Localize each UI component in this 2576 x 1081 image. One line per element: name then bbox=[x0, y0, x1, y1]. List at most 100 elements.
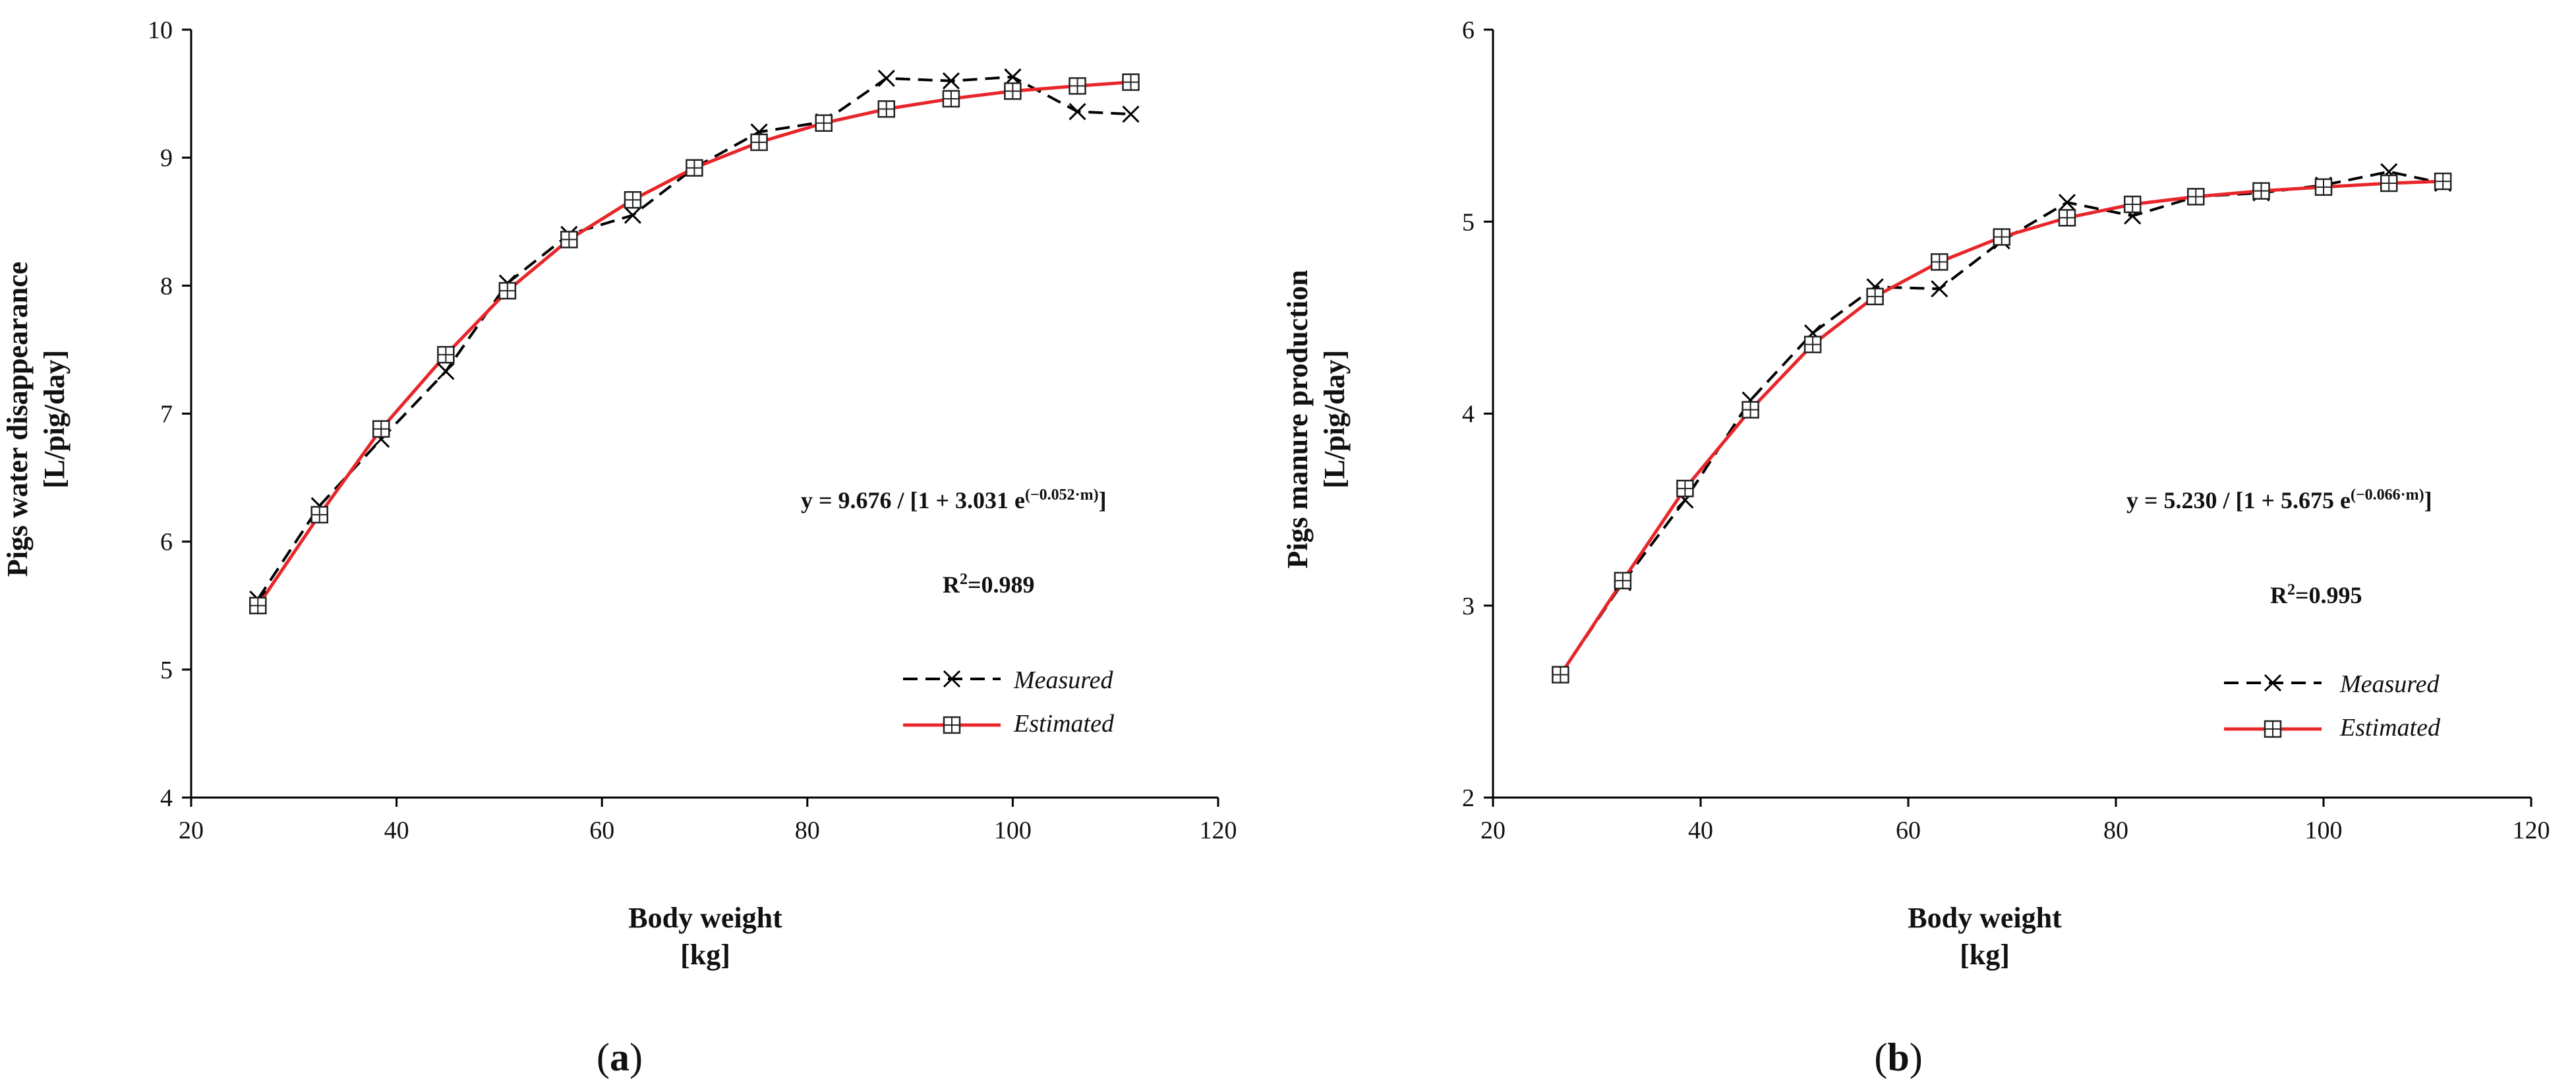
estimated-point bbox=[942, 90, 960, 108]
measured-point bbox=[437, 363, 455, 380]
r-squared-symbol: R bbox=[2270, 582, 2287, 608]
estimated-point bbox=[310, 506, 328, 524]
x-axis-title: Body weight [kg] bbox=[508, 900, 903, 974]
x-tick-label: 120 bbox=[2513, 817, 2550, 844]
estimated-point bbox=[249, 597, 267, 614]
y-tick-label: 6 bbox=[1462, 16, 1475, 44]
estimated-point bbox=[1004, 82, 1022, 100]
measured-series-line bbox=[256, 75, 1131, 600]
x-tick-label: 60 bbox=[589, 817, 614, 844]
x-tick-label: 20 bbox=[1480, 817, 1506, 844]
estimated-point bbox=[2252, 182, 2270, 200]
y-tick-label: 6 bbox=[160, 529, 173, 556]
estimated-point bbox=[2187, 188, 2205, 206]
estimated-point bbox=[1614, 571, 1632, 590]
measured-series-line bbox=[1559, 170, 2444, 676]
measured-point bbox=[1931, 280, 1948, 298]
y-tick-label: 3 bbox=[1462, 593, 1475, 620]
y-axis-title-line2: [L/pig/day] bbox=[1318, 349, 1351, 489]
x-tick-label: 40 bbox=[384, 817, 409, 844]
x-tick-label: 80 bbox=[2103, 817, 2128, 844]
estimated-point bbox=[877, 100, 896, 118]
r-squared-sup: 2 bbox=[2287, 581, 2295, 599]
estimated-point bbox=[2380, 174, 2398, 192]
estimated-point bbox=[2123, 195, 2142, 214]
y-axis-title: Pigs water disappearance [L/pig/day] bbox=[0, 123, 73, 716]
x-tick-label: 20 bbox=[179, 817, 204, 844]
estimated-point bbox=[750, 133, 768, 152]
equation-exponent: (−0.066·m) bbox=[2351, 486, 2424, 504]
panel-caption-b: (b) bbox=[1874, 1036, 1923, 1079]
r-squared: R2=0.989 bbox=[943, 571, 1035, 599]
legend-measured-label: Measured bbox=[2340, 670, 2440, 698]
estimated-point bbox=[1803, 336, 1822, 353]
measured-point bbox=[624, 206, 642, 224]
measured-point bbox=[1122, 105, 1140, 123]
chart-panel-a: 4 5 6 7 8 9 10 20 40 60 80 100 120 Pigs water disapp… bbox=[0, 16, 1237, 1079]
estimated-point bbox=[624, 190, 642, 209]
equation-exponent: (−0.052·m) bbox=[1025, 486, 1099, 504]
x-axis-title: Body weight [kg] bbox=[1787, 900, 2182, 974]
measured-point bbox=[2058, 194, 2076, 212]
x-tick-label: 60 bbox=[1896, 817, 1921, 844]
legend-measured-marker bbox=[943, 670, 961, 688]
estimated-point bbox=[372, 420, 390, 438]
estimated-point bbox=[2314, 178, 2333, 196]
y-tick-label: 7 bbox=[160, 401, 173, 428]
chart-panel-b: 2 3 4 5 6 20 40 60 80 100 120 Pigs manure producti… bbox=[1281, 0, 2576, 1081]
x-tick-label: 40 bbox=[1688, 817, 1713, 844]
measured-point bbox=[1068, 103, 1086, 121]
measured-point bbox=[942, 72, 960, 90]
x-axis-title-line2: [kg] bbox=[1960, 939, 2010, 971]
y-tick-label: 4 bbox=[160, 784, 173, 812]
estimated-point bbox=[437, 345, 455, 364]
estimated-point bbox=[1122, 73, 1140, 91]
y-axis-title-line2: [L/pig/day] bbox=[38, 349, 71, 489]
estimated-point bbox=[2434, 172, 2452, 190]
estimated-point bbox=[560, 231, 578, 248]
equation-suffix: ] bbox=[2424, 487, 2432, 513]
x-axis-title-line1: Body weight bbox=[1908, 902, 2062, 934]
estimated-point bbox=[1676, 479, 1694, 498]
measured-point bbox=[877, 69, 895, 87]
y-axis-title: Pigs manure production [L/pig/day] bbox=[1279, 123, 1353, 716]
estimated-point bbox=[1993, 228, 2010, 246]
x-tick-label: 100 bbox=[2305, 817, 2343, 844]
y-tick-label: 4 bbox=[1462, 401, 1475, 428]
measured-point bbox=[1004, 68, 1022, 86]
legend-measured-marker bbox=[2264, 674, 2282, 692]
r-squared-sup: 2 bbox=[960, 571, 968, 588]
y-axis-title-line1: Pigs manure production bbox=[1281, 270, 1314, 569]
y-tick-label: 9 bbox=[160, 144, 173, 172]
legend-estimated-marker bbox=[943, 716, 961, 734]
chart-b-plot: 2 3 4 5 6 20 40 60 80 100 120 bbox=[1462, 16, 2550, 844]
y-tick-label: 5 bbox=[160, 657, 173, 684]
estimated-point bbox=[1068, 77, 1086, 95]
y-axis-title-line1: Pigs water disappearance bbox=[1, 261, 34, 577]
fit-equation: y = 9.676 / [1 + 3.031 e(−0.052·m)] bbox=[801, 486, 1107, 514]
chart-a-plot: 4 5 6 7 8 9 10 20 40 60 80 100 120 bbox=[148, 16, 1237, 844]
x-tick-label: 100 bbox=[994, 817, 1032, 844]
x-axis-title-line2: [kg] bbox=[680, 939, 730, 971]
y-tick-label: 8 bbox=[160, 272, 173, 300]
legend-estimated-label: Estimated bbox=[2340, 714, 2440, 742]
equation-text: y = 5.230 / [1 + 5.675 e bbox=[2126, 487, 2351, 513]
panel-caption-b-letter: b bbox=[1887, 1036, 1910, 1079]
legend-measured-label: Measured bbox=[1014, 666, 1113, 694]
equation-text: y = 9.676 / [1 + 3.031 e bbox=[801, 487, 1025, 513]
estimated-point bbox=[686, 159, 703, 177]
y-tick-label: 2 bbox=[1462, 784, 1475, 812]
fit-equation: y = 5.230 / [1 + 5.675 e(−0.066·m)] bbox=[2126, 486, 2432, 514]
r-squared-value: =0.995 bbox=[2295, 582, 2362, 608]
estimated-point bbox=[1866, 287, 1884, 306]
equation-suffix: ] bbox=[1098, 487, 1107, 513]
y-tick-label: 10 bbox=[148, 16, 173, 44]
r-squared-symbol: R bbox=[943, 571, 960, 598]
estimated-point bbox=[1552, 666, 1569, 684]
panel-caption-a: (a) bbox=[597, 1036, 643, 1079]
y-tick-label: 5 bbox=[1462, 208, 1475, 236]
r-squared-value: =0.989 bbox=[968, 571, 1035, 598]
estimated-point bbox=[498, 281, 517, 300]
x-tick-label: 80 bbox=[795, 817, 820, 844]
panel-caption-a-letter: a bbox=[610, 1036, 629, 1079]
